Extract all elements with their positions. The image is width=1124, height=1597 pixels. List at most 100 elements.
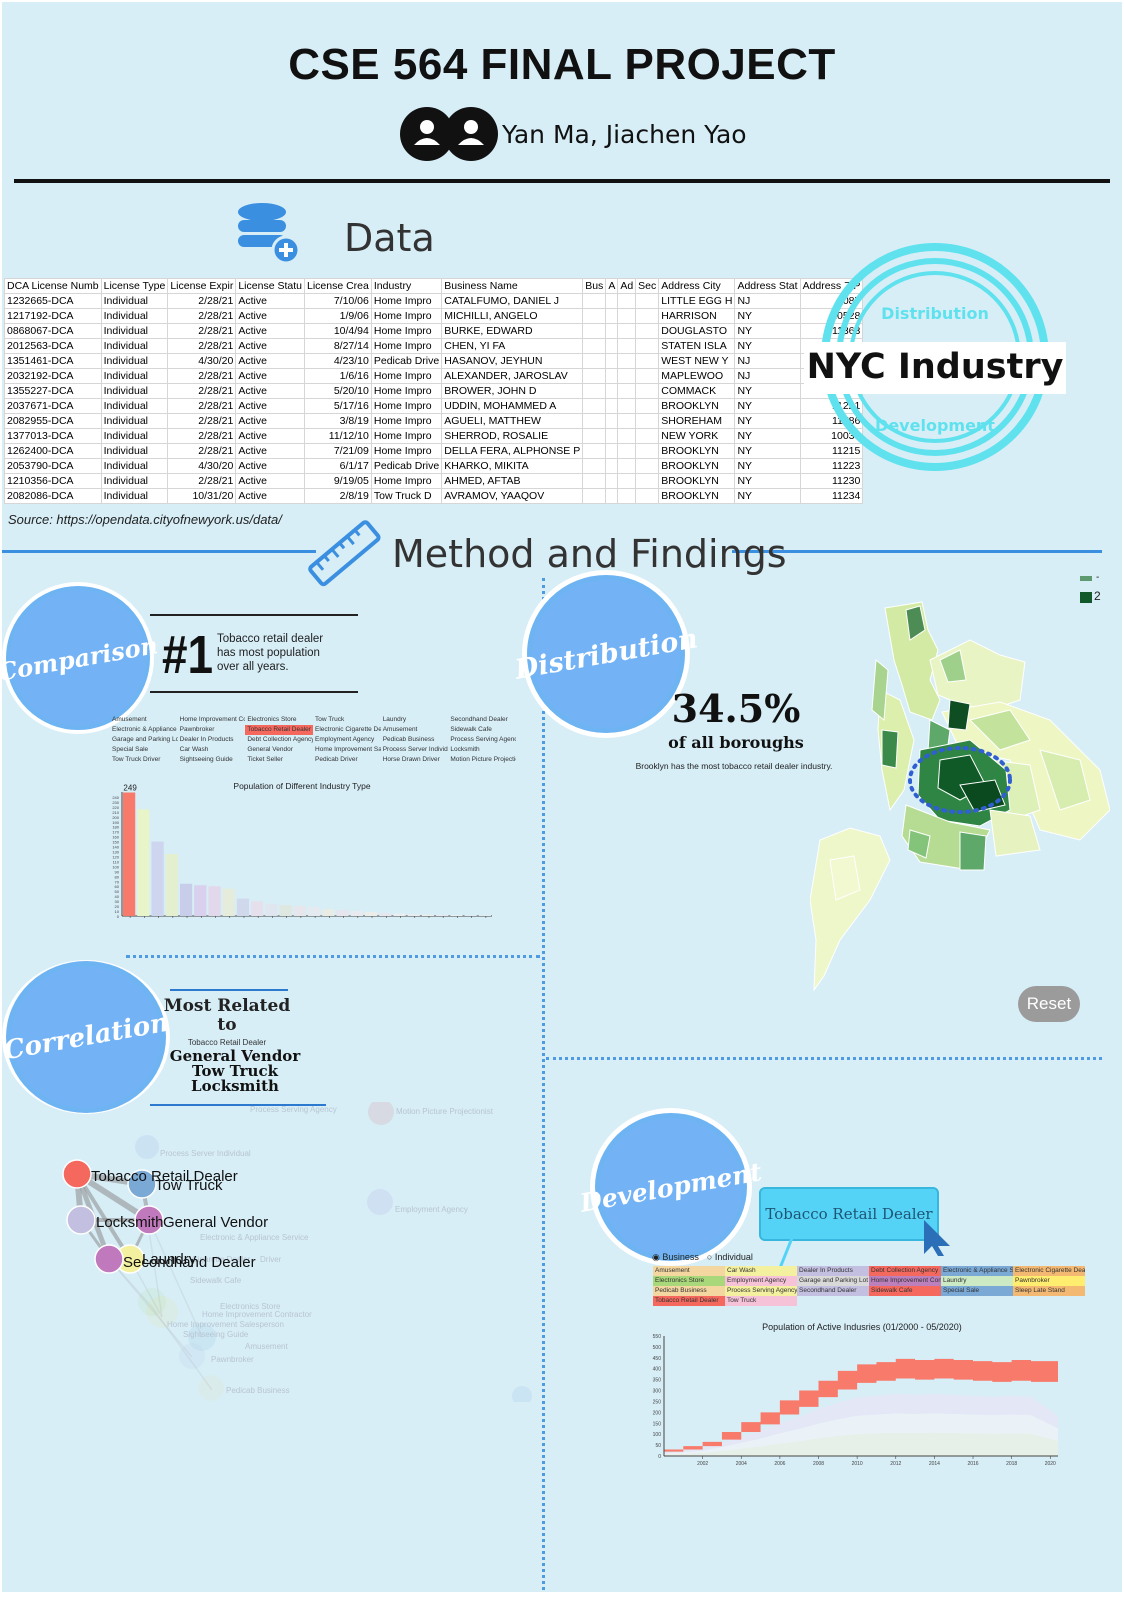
table-cell: Active <box>236 474 305 489</box>
bar[interactable] <box>265 904 277 916</box>
bar[interactable] <box>251 901 263 916</box>
legend-item[interactable]: Horse Drawn Driver <box>381 755 449 765</box>
radio-individual[interactable]: ○ Individual <box>707 1252 753 1263</box>
legend-item[interactable]: Amusement <box>381 725 449 735</box>
legend-item[interactable]: Process Server Individual <box>381 745 449 755</box>
bar[interactable] <box>123 792 135 916</box>
network-node-locksmith[interactable] <box>67 1206 95 1234</box>
legend-item[interactable]: Debt Collection Agency <box>869 1266 941 1276</box>
network-faint-label: Pedicab Business <box>226 1386 290 1395</box>
legend-item[interactable]: Employment Agency <box>313 735 381 745</box>
bar[interactable] <box>151 842 163 916</box>
bar[interactable] <box>422 915 434 916</box>
bar[interactable] <box>166 854 178 916</box>
legend-item[interactable] <box>797 1296 869 1306</box>
bar[interactable] <box>237 899 249 916</box>
legend-item[interactable]: Electronic Cigarette Dealer <box>313 725 381 735</box>
legend-item[interactable]: Sidewalk Cafe <box>448 725 516 735</box>
legend-item[interactable]: Home Improvement Contractor <box>869 1276 941 1286</box>
bar[interactable] <box>393 914 405 916</box>
table-cell <box>583 369 606 384</box>
legend-item[interactable]: Locksmith <box>448 745 516 755</box>
bar-chart-y-tick: 140 <box>112 845 119 850</box>
legend-item[interactable]: Motion Picture Projectionist <box>448 755 516 765</box>
section-divider-right <box>732 550 1102 553</box>
reset-button[interactable]: Reset <box>1018 986 1080 1022</box>
bar[interactable] <box>379 913 391 916</box>
bar[interactable] <box>450 915 462 916</box>
bar[interactable] <box>336 910 348 916</box>
legend-item[interactable]: Tow Truck <box>313 715 381 725</box>
radio-business[interactable]: ◉ Business <box>652 1252 699 1263</box>
bar[interactable] <box>322 909 334 916</box>
legend-item[interactable]: Sleep Late Stand <box>1013 1286 1085 1296</box>
bar[interactable] <box>308 907 320 916</box>
legend-item[interactable]: Dealer In Products <box>178 735 246 745</box>
legend-item[interactable]: Special Sale <box>110 745 178 755</box>
bar[interactable] <box>180 884 192 916</box>
legend-item[interactable] <box>941 1296 1013 1306</box>
legend-item[interactable] <box>1013 1296 1085 1306</box>
legend-item[interactable]: Garage and Parking Lot <box>797 1276 869 1286</box>
bar[interactable] <box>408 914 420 916</box>
legend-item[interactable]: Garage and Parking Lot <box>110 735 178 745</box>
bar[interactable] <box>223 889 235 916</box>
legend-item[interactable]: Process Serving Agency <box>725 1286 797 1296</box>
legend-item[interactable]: Dealer In Products <box>797 1266 869 1276</box>
legend-item[interactable]: Tow Truck <box>725 1296 797 1306</box>
legend-item[interactable]: Special Sale <box>941 1286 1013 1296</box>
legend-item[interactable]: Sidewalk Cafe <box>869 1286 941 1296</box>
bar[interactable] <box>280 905 292 916</box>
bar[interactable] <box>365 912 377 916</box>
legend-item[interactable]: Laundry <box>941 1276 1013 1286</box>
legend-item[interactable]: Pedicab Driver <box>313 755 381 765</box>
legend-item[interactable]: Car Wash <box>178 745 246 755</box>
table-cell: BROOKLYN <box>659 459 735 474</box>
table-cell: Individual <box>101 399 168 414</box>
legend-item[interactable]: Tow Truck Driver <box>110 755 178 765</box>
legend-item[interactable]: Debt Collection Agency <box>245 735 313 745</box>
legend-item[interactable]: Process Serving Agency <box>448 735 516 745</box>
legend-item[interactable]: Secondhand Dealer <box>448 715 516 725</box>
legend-item[interactable]: Tobacco Retail Dealer <box>653 1296 725 1306</box>
legend-item[interactable] <box>869 1296 941 1306</box>
bar-chart-y-tick: 190 <box>112 820 119 825</box>
network-node-tobacco-retail-dealer[interactable] <box>63 1160 91 1188</box>
legend-item[interactable]: Amusement <box>110 715 178 725</box>
legend-item[interactable]: Employment Agency <box>725 1276 797 1286</box>
legend-item[interactable]: Electronics Store <box>653 1276 725 1286</box>
legend-item[interactable]: Ticket Seller <box>245 755 313 765</box>
legend-item[interactable]: Car Wash <box>725 1266 797 1276</box>
legend-item[interactable]: Electronic & Appliance Service <box>941 1266 1013 1276</box>
legend-item[interactable]: Electronic & Appliance Service <box>110 725 178 735</box>
network-node-secondhand-dealer[interactable] <box>95 1245 123 1273</box>
legend-item[interactable]: Electronic Cigarette Dealer <box>1013 1266 1085 1276</box>
legend-item[interactable]: Secondhand Dealer <box>797 1286 869 1296</box>
table-cell: Home Impro <box>371 339 441 354</box>
legend-item[interactable]: Tobacco Retail Dealer <box>245 725 313 735</box>
network-node-label: General Vendor <box>163 1214 268 1231</box>
legend-item[interactable]: Laundry <box>381 715 449 725</box>
legend-item[interactable]: Pedicab Business <box>653 1286 725 1296</box>
nyc-map[interactable] <box>810 600 1110 998</box>
bar[interactable] <box>351 911 363 916</box>
legend-item[interactable]: General Vendor <box>245 745 313 755</box>
legend-item[interactable]: Home Improvement Contractor <box>178 715 246 725</box>
table-cell: 1355227-DCA <box>5 384 102 399</box>
legend-item[interactable]: Amusement <box>653 1266 725 1276</box>
legend-item[interactable]: Pawnbroker <box>1013 1276 1085 1286</box>
bar[interactable] <box>194 885 206 916</box>
legend-item[interactable]: Electronics Store <box>245 715 313 725</box>
legend-item[interactable]: Home Improvement Salesperson <box>313 745 381 755</box>
bar[interactable] <box>294 906 306 916</box>
table-cell: Tow Truck D <box>371 489 441 504</box>
network-graph[interactable]: Process Serving Agency Motion Picture Pr… <box>2 1102 542 1402</box>
bar[interactable] <box>208 886 220 916</box>
legend-item[interactable]: Pedicab Business <box>381 735 449 745</box>
bar[interactable] <box>137 809 149 916</box>
table-cell <box>606 339 618 354</box>
legend-item[interactable]: Pawnbroker <box>178 725 246 735</box>
legend-item[interactable]: Sightseeing Guide <box>178 755 246 765</box>
bar[interactable] <box>436 915 448 916</box>
